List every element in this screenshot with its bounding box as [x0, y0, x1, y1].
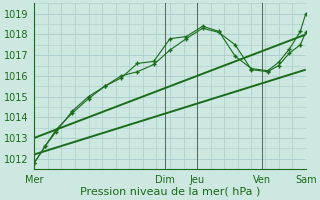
X-axis label: Pression niveau de la mer( hPa ): Pression niveau de la mer( hPa )	[80, 187, 260, 197]
